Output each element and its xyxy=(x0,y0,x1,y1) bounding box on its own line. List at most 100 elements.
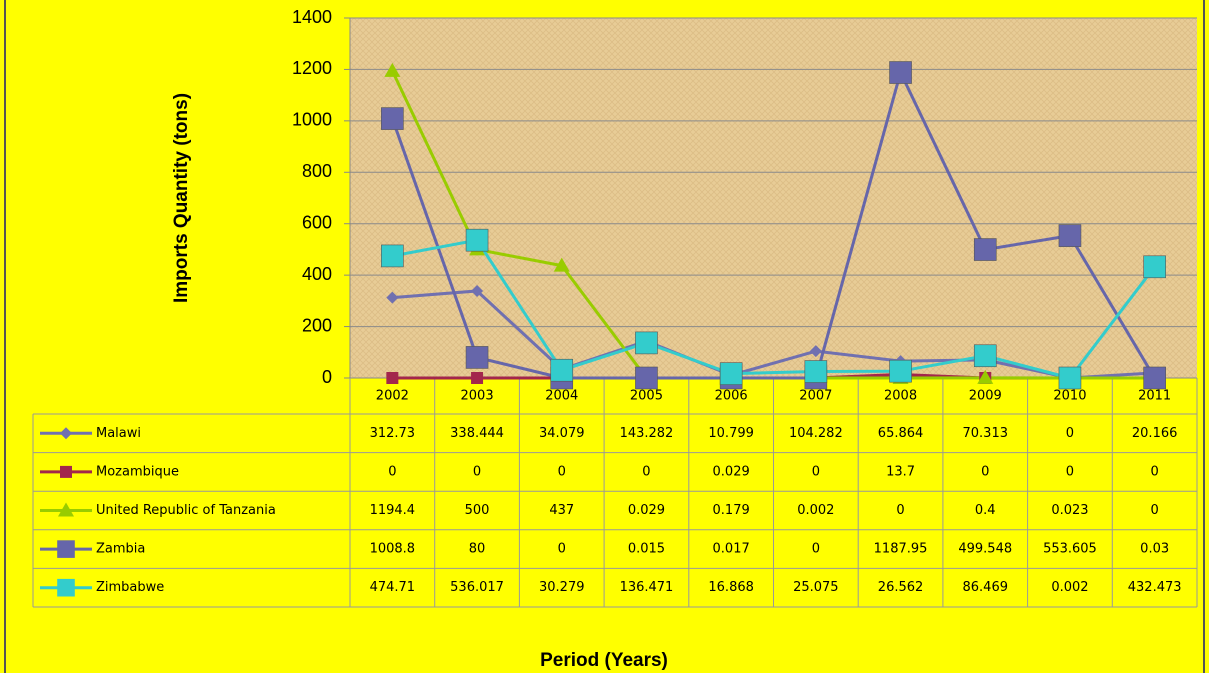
table-cell: 26.562 xyxy=(878,580,924,595)
data-point xyxy=(1143,366,1166,390)
x-tick-label: 2003 xyxy=(461,389,494,404)
legend-marker xyxy=(57,578,75,597)
data-point xyxy=(973,238,997,261)
data-point xyxy=(977,369,994,384)
data-point xyxy=(384,62,401,77)
x-tick-label: 2005 xyxy=(630,389,663,404)
table-cell: 474.71 xyxy=(370,580,416,595)
table-cell: 1008.8 xyxy=(370,542,416,557)
table-cell: 0.03 xyxy=(1140,542,1169,557)
data-point xyxy=(386,291,399,304)
table-cell: 0 xyxy=(981,464,989,479)
data-point xyxy=(889,359,912,383)
table-cell: 10.799 xyxy=(708,426,754,441)
table-cell: 553.605 xyxy=(1043,542,1097,557)
table-cell: 70.313 xyxy=(963,426,1009,441)
data-point xyxy=(1143,255,1166,279)
y-tick-label: 600 xyxy=(302,212,332,232)
table-cell: 0.179 xyxy=(713,503,750,518)
table-cell: 0 xyxy=(558,542,566,557)
data-point xyxy=(635,331,658,355)
table-cell: 437 xyxy=(549,503,574,518)
x-tick-label: 2002 xyxy=(376,389,409,404)
y-tick-label: 1000 xyxy=(292,110,332,130)
data-point xyxy=(550,358,574,382)
table-cell: 0.029 xyxy=(628,503,665,518)
data-point xyxy=(973,344,997,368)
legend-marker xyxy=(60,427,72,440)
table-cell: 0 xyxy=(812,542,820,557)
y-tick-label: 800 xyxy=(302,161,332,181)
x-tick-label: 2004 xyxy=(545,389,578,404)
legend-label: Zambia xyxy=(96,542,145,557)
data-point xyxy=(1058,224,1082,247)
table-cell: 80 xyxy=(469,542,486,557)
table-cell: 0.4 xyxy=(975,503,996,518)
table-cell: 30.279 xyxy=(539,580,585,595)
table-cell: 25.075 xyxy=(793,580,839,595)
table-cell: 0.002 xyxy=(1051,580,1088,595)
data-point xyxy=(1058,366,1082,390)
x-tick-label: 2009 xyxy=(969,389,1002,404)
legend-marker xyxy=(58,502,74,517)
legend-marker xyxy=(57,540,75,558)
table-cell: 536.017 xyxy=(450,580,504,595)
x-tick-label: 2007 xyxy=(799,389,832,404)
table-cell: 0.015 xyxy=(628,542,665,557)
legend-label: United Republic of Tanzania xyxy=(96,503,276,518)
table-cell: 86.469 xyxy=(963,580,1009,595)
x-tick-label: 2010 xyxy=(1053,389,1086,404)
data-point xyxy=(465,346,489,369)
table-cell: 1194.4 xyxy=(370,503,416,518)
y-tick-label: 200 xyxy=(302,315,332,335)
y-tick-label: 1200 xyxy=(292,58,332,78)
data-point xyxy=(381,107,404,130)
series-line xyxy=(390,68,1156,380)
x-axis-title: Period (Years) xyxy=(540,650,668,671)
series-line xyxy=(392,238,1156,380)
table-cell: 0.023 xyxy=(1051,503,1088,518)
data-point xyxy=(465,228,489,252)
data-point xyxy=(635,366,658,390)
data-point xyxy=(381,244,404,268)
table-cell: 500 xyxy=(465,503,490,518)
table-cell: 0.029 xyxy=(713,464,750,479)
data-point xyxy=(889,61,912,84)
table-cell: 0 xyxy=(473,464,481,479)
data-table xyxy=(33,414,1197,607)
data-point xyxy=(804,360,828,383)
table-cell: 104.282 xyxy=(789,426,843,441)
table-cell: 312.73 xyxy=(370,426,416,441)
plot-area xyxy=(350,18,1197,378)
x-tick-label: 2011 xyxy=(1138,389,1171,404)
table-cell: 0 xyxy=(558,464,566,479)
table-cell: 65.864 xyxy=(878,426,924,441)
table-cell: 0 xyxy=(1066,464,1074,479)
legend-marker xyxy=(60,465,72,478)
table-cell: 432.473 xyxy=(1128,580,1182,595)
data-point xyxy=(553,257,570,272)
table-cell: 0.017 xyxy=(713,542,750,557)
table-cell: 0 xyxy=(1151,464,1159,479)
table-cell: 143.282 xyxy=(620,426,674,441)
table-cell: 34.079 xyxy=(539,426,585,441)
table-cell: 1187.95 xyxy=(874,542,928,557)
data-point xyxy=(386,372,399,384)
table-cell: 0 xyxy=(1066,426,1074,441)
y-tick-label: 1400 xyxy=(292,7,332,27)
y-tick-label: 400 xyxy=(302,264,332,284)
table-cell: 16.868 xyxy=(708,580,754,595)
table-cell: 338.444 xyxy=(450,426,504,441)
legend-label: Zimbabwe xyxy=(96,580,164,595)
table-cell: 0 xyxy=(812,464,820,479)
series-line xyxy=(392,289,1155,380)
table-cell: 0 xyxy=(1151,503,1159,518)
data-point xyxy=(471,284,484,297)
table-cell: 499.548 xyxy=(958,542,1012,557)
table-cell: 0 xyxy=(388,464,396,479)
data-point xyxy=(471,372,484,384)
data-point xyxy=(719,362,743,385)
table-cell: 0.002 xyxy=(797,503,834,518)
legend-label: Malawi xyxy=(96,426,141,441)
